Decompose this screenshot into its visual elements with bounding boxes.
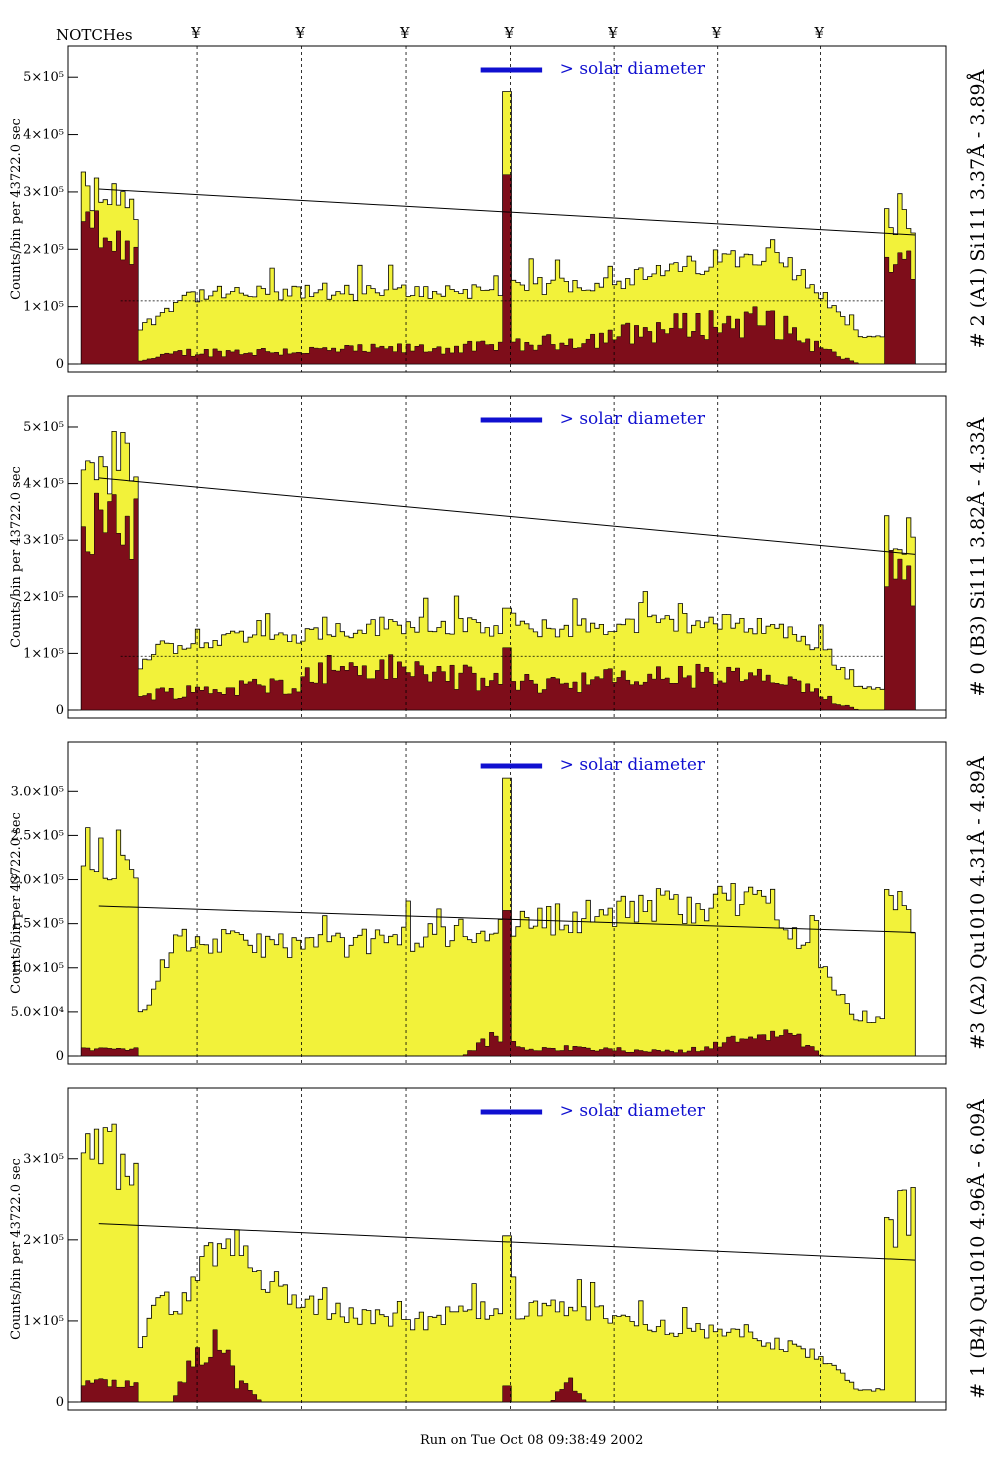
notch-marks: ¥ ¥ ¥ ¥ ¥ ¥ ¥ [190, 24, 824, 42]
panel-frame [67, 395, 947, 719]
notches-label: NOTCHes [56, 26, 133, 44]
trend-line [98, 188, 916, 236]
y-tick-label: 3×10⁵ [23, 533, 64, 548]
y-tick-label: 1.0×10⁵ [11, 961, 64, 976]
y-tick-label: 1.5×10⁵ [11, 917, 64, 932]
y-tick-label: 2.0×10⁵ [11, 873, 64, 888]
total-counts-histogram [68, 431, 946, 711]
run-timestamp: Run on Tue Oct 08 09:38:49 2002 [420, 1433, 643, 1448]
y-axis-label: Counts/bin per 43722.0 sec [9, 812, 24, 994]
notch-symbol-0: ¥ [190, 24, 201, 42]
y-tick-label: 5×10⁵ [23, 420, 64, 435]
y-tick-label: 1×10⁵ [23, 1314, 64, 1329]
panel-title: #3 (A2) Qu1010 4.31Å - 4.89Å [967, 756, 989, 1050]
trend-line [98, 477, 916, 555]
component-counts-histogram [68, 1329, 946, 1403]
y-tick-label: 0 [56, 703, 64, 718]
y-tick-label: 3×10⁵ [23, 185, 64, 200]
y-tick-label: 1×10⁵ [23, 646, 64, 661]
solar-diameter-label: > solar diameter [560, 409, 706, 429]
panel-0: 0 1×10⁵ 2×10⁵ 3×10⁵ 4×10⁵ 5×10⁵ Counts/bin per… [9, 45, 989, 373]
panel-title: # 2 (A1) Si111 3.37Å - 3.89Å [967, 69, 989, 348]
solar-diameter-label: > solar diameter [560, 1101, 706, 1121]
notch-symbol-5: ¥ [711, 24, 722, 42]
panel-frame [67, 741, 947, 1065]
y-tick-label: 2×10⁵ [23, 590, 64, 605]
y-axis-label: Counts/bin per 43722.0 sec [9, 466, 24, 648]
y-tick-label: 2×10⁵ [23, 1233, 64, 1248]
panel-2: 0 5.0×10⁴ 1.0×10⁵ 1.5×10⁵ 2.0×10⁵ 2.5×10⁵ 3.0×… [9, 741, 989, 1065]
panel-title: # 1 (B4) Qu1010 4.96Å - 6.09Å [967, 1099, 989, 1399]
component-counts-histogram [68, 174, 946, 365]
component-counts-histogram [68, 492, 946, 711]
trend-line [98, 1223, 916, 1261]
panel-frame [67, 45, 947, 373]
panel-frame [67, 1087, 947, 1411]
solar-diameter-label: > solar diameter [560, 59, 706, 79]
y-tick-label: 5.0×10⁴ [11, 1005, 64, 1020]
notch-symbol-1: ¥ [295, 24, 306, 42]
y-tick-label: 1×10⁵ [23, 300, 64, 315]
solar-diameter-label: > solar diameter [560, 755, 706, 775]
y-tick-label: 5×10⁵ [23, 70, 64, 85]
y-tick-label: 4×10⁵ [23, 128, 64, 143]
y-tick-label: 0 [56, 357, 64, 372]
y-axis-label: Counts/bin per 43722.0 sec [9, 1158, 24, 1340]
y-tick-label: 3.0×10⁵ [11, 784, 64, 799]
panel-title: # 0 (B3) Si111 3.82Å - 4.33Å [967, 417, 989, 696]
trend-line [98, 905, 916, 933]
total-counts-histogram [68, 1123, 946, 1403]
notch-symbol-4: ¥ [607, 24, 618, 42]
y-tick-label: 2×10⁵ [23, 242, 64, 257]
panels: 0 1×10⁵ 2×10⁵ 3×10⁵ 4×10⁵ 5×10⁵ Counts/bin per… [9, 45, 989, 1411]
notch-symbol-6: ¥ [813, 24, 824, 42]
y-tick-label: 2.5×10⁵ [11, 828, 64, 843]
y-tick-label: 4×10⁵ [23, 477, 64, 492]
y-axis-label: Counts/bin per 43722.0 sec [9, 118, 24, 300]
notch-symbol-3: ¥ [504, 24, 515, 42]
panel-1: 0 1×10⁵ 2×10⁵ 3×10⁵ 4×10⁵ 5×10⁵ Counts/bin per… [9, 395, 989, 719]
y-tick-label: 0 [56, 1395, 64, 1410]
component-counts-histogram [68, 910, 946, 1057]
notch-symbol-2: ¥ [399, 24, 410, 42]
y-tick-label: 0 [56, 1049, 64, 1064]
y-tick-label: 3×10⁵ [23, 1152, 64, 1167]
